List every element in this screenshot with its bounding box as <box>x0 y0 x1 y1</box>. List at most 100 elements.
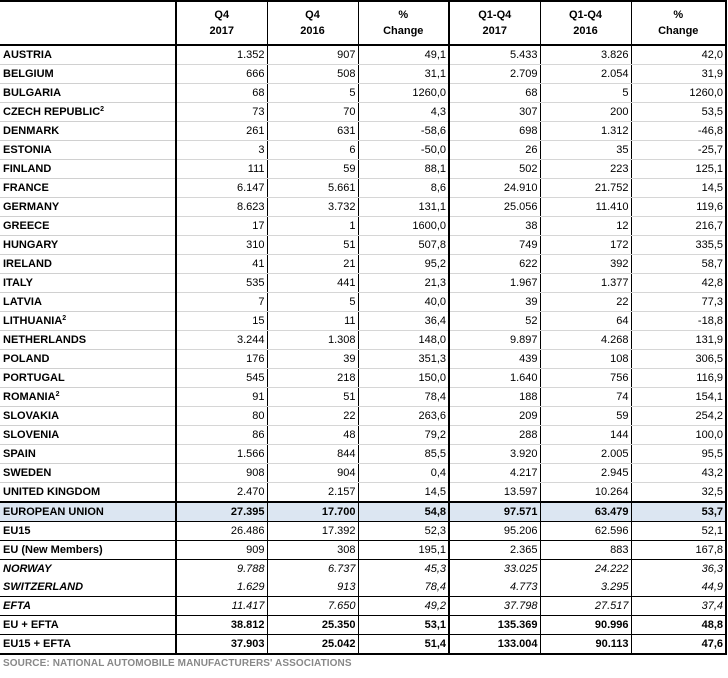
table-row: CZECH REPUBLIC2 73 70 4,3 307 200 53,5 <box>0 102 727 122</box>
cell-q1q4-2017: 698 <box>448 121 540 141</box>
cell-q4-2016: 3.732 <box>266 197 358 217</box>
country-name: POLAND <box>3 353 50 365</box>
table-row: EUROPEAN UNION 27.395 17.700 54,8 97.571 63.4… <box>0 501 727 522</box>
cell-q4-2016: 22 <box>266 406 358 426</box>
cell-q4-change: 78,4 <box>357 578 449 597</box>
cell-q1q4-2017: 2.709 <box>448 64 540 84</box>
table-row: BULGARIA 68 5 1260,0 68 5 1260,0 <box>0 83 727 103</box>
table-row: SLOVAKIA 80 22 263,6 209 59 254,2 <box>0 406 727 426</box>
cell-q1q4-change: 36,3 <box>630 559 727 578</box>
cell-q4-2017: 1.352 <box>175 45 267 65</box>
cell-q4-2017: 3.244 <box>175 330 267 350</box>
cell-q4-2016: 7.650 <box>266 596 358 616</box>
table-row: NORWAY 9.788 6.737 45,3 33.025 24.222 36,3 <box>0 559 727 579</box>
cell-q1q4-change: 44,9 <box>630 578 727 597</box>
cell-q1q4-2016: 144 <box>539 425 631 445</box>
cell-q1q4-change: 116,9 <box>630 368 727 388</box>
cell-q4-2017: 17 <box>175 216 267 236</box>
cell-q1q4-2017: 1.640 <box>448 368 540 388</box>
row-label: NETHERLANDS <box>0 330 176 350</box>
row-label: POLAND <box>0 349 176 369</box>
header-line-1: Q4 <box>305 9 320 21</box>
country-name: SLOVENIA <box>3 429 60 441</box>
table-row: SLOVENIA 86 48 79,2 288 144 100,0 <box>0 425 727 445</box>
cell-q4-2016: 51 <box>266 235 358 255</box>
cell-q1q4-change: 42,0 <box>630 45 727 65</box>
cell-q4-change: 45,3 <box>357 559 449 578</box>
cell-q4-change: 49,2 <box>357 596 449 616</box>
table-row: IRELAND 41 21 95,2 622 392 58,7 <box>0 254 727 274</box>
cell-q4-2016: 70 <box>266 102 358 122</box>
cell-q1q4-2017: 135.369 <box>448 615 540 635</box>
cell-q1q4-change: 100,0 <box>630 425 727 445</box>
cell-q4-2017: 73 <box>175 102 267 122</box>
cell-q1q4-change: 216,7 <box>630 216 727 236</box>
cell-q1q4-2016: 11.410 <box>539 197 631 217</box>
cell-q4-2016: 17.392 <box>266 521 358 541</box>
cell-q4-change: 51,4 <box>357 634 449 655</box>
cell-q1q4-2017: 97.571 <box>448 501 540 522</box>
cell-q4-2016: 6 <box>266 140 358 160</box>
header-line-1: Q4 <box>214 9 230 21</box>
cell-q1q4-change: -25,7 <box>630 140 727 160</box>
cell-q4-change: 507,8 <box>357 235 449 255</box>
row-label: NORWAY <box>0 560 176 579</box>
cell-q4-2017: 11.417 <box>175 596 267 616</box>
cell-q4-change: 79,2 <box>357 425 449 445</box>
cell-q1q4-change: 43,2 <box>630 463 727 483</box>
country-name: ESTONIA <box>3 144 52 156</box>
cell-q1q4-2016: 64 <box>539 311 631 331</box>
table-row: ROMANIA2 91 51 78,4 188 74 154,1 <box>0 387 727 407</box>
cell-q1q4-change: 14,5 <box>630 178 727 198</box>
country-name: NETHERLANDS <box>3 334 87 346</box>
cell-q1q4-change: 31,9 <box>630 64 727 84</box>
country-name: LITHUANIA <box>3 315 63 327</box>
cell-q1q4-2016: 200 <box>539 102 631 122</box>
header-q1q4-2017: Q1-Q4 2017 <box>448 0 540 46</box>
cell-q1q4-change: 47,6 <box>630 634 727 655</box>
cell-q1q4-2016: 63.479 <box>539 501 631 522</box>
cell-q1q4-2017: 439 <box>448 349 540 369</box>
cell-q4-2017: 310 <box>175 235 267 255</box>
table-row: ITALY 535 441 21,3 1.967 1.377 42,8 <box>0 273 727 293</box>
table-row: EU15 26.486 17.392 52,3 95.206 62.596 52,1 <box>0 521 727 541</box>
cell-q1q4-2017: 749 <box>448 235 540 255</box>
cell-q4-2016: 51 <box>266 387 358 407</box>
row-label: CZECH REPUBLIC2 <box>0 102 176 122</box>
cell-q1q4-2017: 288 <box>448 425 540 445</box>
header-q1q4-2016: Q1-Q4 2016 <box>539 0 631 46</box>
cell-q1q4-2017: 24.910 <box>448 178 540 198</box>
cell-q1q4-2016: 35 <box>539 140 631 160</box>
cell-q4-2016: 59 <box>266 159 358 179</box>
cell-q4-2016: 441 <box>266 273 358 293</box>
cell-q4-2016: 17.700 <box>266 501 358 522</box>
row-label: FRANCE <box>0 178 176 198</box>
country-name: HUNGARY <box>3 239 59 251</box>
header-line-1: Q1-Q4 <box>478 9 512 21</box>
country-name: SWITZERLAND <box>3 581 84 593</box>
cell-q1q4-2016: 3.826 <box>539 45 631 65</box>
cell-q4-change: 95,2 <box>357 254 449 274</box>
cell-q4-change: 1600,0 <box>357 216 449 236</box>
cell-q4-2017: 38.812 <box>175 615 267 635</box>
cell-q1q4-2016: 2.054 <box>539 64 631 84</box>
table-row: POLAND 176 39 351,3 439 108 306,5 <box>0 349 727 369</box>
cell-q4-2017: 908 <box>175 463 267 483</box>
table-row: SPAIN 1.566 844 85,5 3.920 2.005 95,5 <box>0 444 727 464</box>
cell-q4-2017: 68 <box>175 83 267 103</box>
footnote-marker: 2 <box>100 106 105 113</box>
cell-q1q4-2016: 756 <box>539 368 631 388</box>
cell-q4-2017: 6.147 <box>175 178 267 198</box>
row-label: BELGIUM <box>0 64 176 84</box>
cell-q1q4-2017: 622 <box>448 254 540 274</box>
cell-q1q4-2017: 25.056 <box>448 197 540 217</box>
cell-q1q4-2017: 37.798 <box>448 596 540 616</box>
row-label: ROMANIA2 <box>0 387 176 407</box>
cell-q4-change: 1260,0 <box>357 83 449 103</box>
cell-q1q4-2016: 10.264 <box>539 482 631 503</box>
table-row: ESTONIA 3 6 -50,0 26 35 -25,7 <box>0 140 727 160</box>
cell-q4-2016: 308 <box>266 540 358 560</box>
table-row: NETHERLANDS 3.244 1.308 148,0 9.897 4.268 131,… <box>0 330 727 350</box>
cell-q4-2017: 80 <box>175 406 267 426</box>
cell-q4-change: 31,1 <box>357 64 449 84</box>
